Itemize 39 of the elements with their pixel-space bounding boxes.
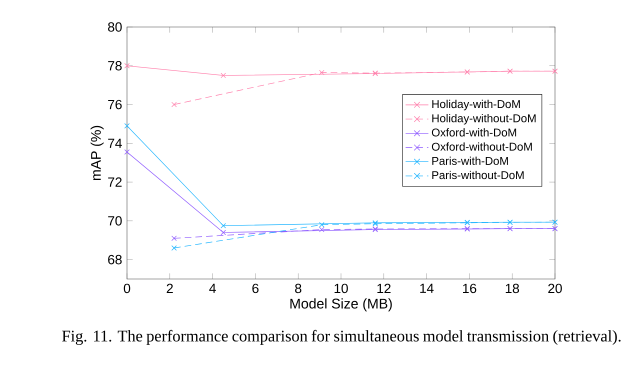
x-tick-label: 4	[209, 284, 216, 293]
point	[319, 222, 324, 228]
point	[171, 245, 177, 251]
legend-label: Holiday-without-DoM	[432, 114, 536, 125]
x-tick-label: 18	[506, 284, 520, 294]
y-tick-label: 72	[108, 177, 122, 187]
legend-label: Paris-with-DoM	[432, 156, 508, 165]
x-tick-label: 8	[295, 284, 302, 294]
point	[171, 236, 177, 241]
y-axis-title: mAP (%)	[90, 126, 104, 180]
point	[124, 149, 130, 155]
y-tick-label: 70	[108, 216, 122, 226]
legend-label: Oxford-with-DoM	[432, 128, 516, 137]
point	[319, 70, 324, 76]
x-tick-label: 0	[124, 284, 130, 294]
x-tick-label: 10	[334, 284, 348, 294]
point	[220, 230, 226, 236]
point	[319, 226, 324, 232]
legend-label: Oxford-without-DoM	[432, 142, 532, 151]
point	[124, 63, 130, 68]
y-tick-label: 76	[108, 100, 122, 110]
x-tick-label: 12	[377, 284, 391, 294]
y-tick-label: 74	[108, 138, 122, 148]
x-tick-label: 14	[420, 284, 434, 293]
point	[124, 123, 130, 129]
x-tick-label: 2	[166, 284, 173, 294]
x-axis-title: Model Size (MB)	[290, 298, 392, 312]
legend-label: Holiday-with-DoM	[432, 100, 520, 110]
x-tick-label: 20	[548, 284, 562, 294]
y-tick-label: 68	[108, 254, 122, 264]
y-tick-label: 78	[108, 61, 122, 70]
y-tick-label: 80	[108, 22, 122, 32]
x-tick-label: 16	[463, 284, 476, 294]
point	[171, 102, 177, 108]
point	[220, 72, 226, 78]
point	[220, 223, 226, 228]
x-tick-label: 6	[252, 284, 259, 294]
legend-label: Paris-without-DoM	[432, 170, 524, 180]
caption: Fig. 11. The performance comparison for simultaneous model transmission (retrieval).	[62, 330, 621, 345]
